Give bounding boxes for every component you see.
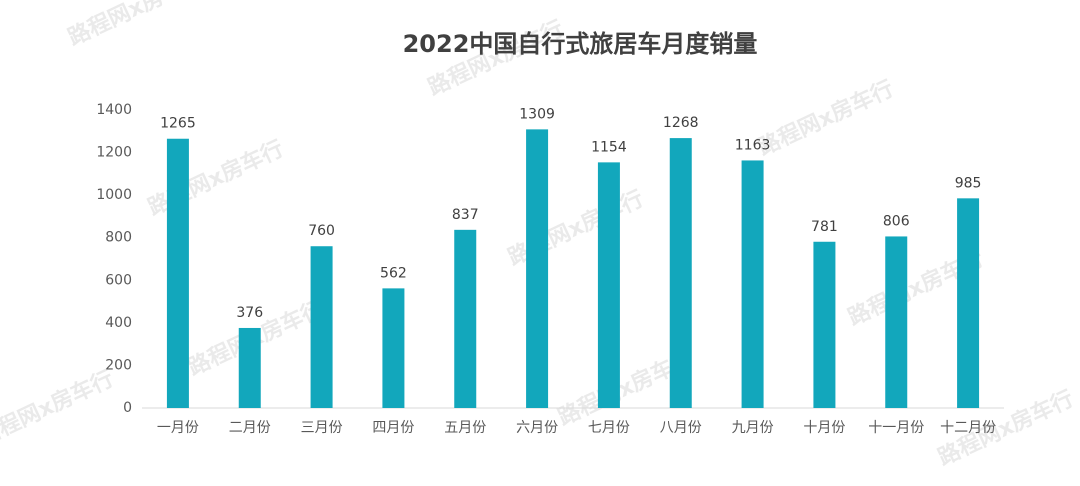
bar bbox=[238, 327, 261, 408]
y-tick-label: 1200 bbox=[96, 145, 132, 161]
data-label: 1309 bbox=[519, 106, 555, 122]
y-tick-label: 0 bbox=[123, 400, 132, 416]
watermark: 路程网x房车行 bbox=[144, 136, 287, 221]
y-tick-label: 800 bbox=[105, 230, 132, 246]
bar bbox=[957, 198, 980, 408]
x-tick-label: 十月份 bbox=[803, 420, 845, 436]
bar bbox=[669, 138, 692, 408]
y-tick-label: 400 bbox=[105, 315, 132, 331]
x-tick-label: 五月份 bbox=[444, 420, 486, 436]
watermark: 路程网x房车行 bbox=[754, 76, 897, 161]
data-label: 985 bbox=[955, 175, 982, 191]
x-tick-label: 十二月份 bbox=[940, 420, 996, 436]
bar bbox=[741, 160, 764, 408]
bar bbox=[597, 162, 620, 408]
y-tick-label: 600 bbox=[105, 272, 132, 288]
x-tick-label: 一月份 bbox=[157, 420, 199, 436]
y-tick-label: 200 bbox=[105, 357, 132, 373]
data-label: 562 bbox=[380, 265, 407, 281]
data-label: 837 bbox=[452, 207, 479, 223]
bar bbox=[885, 236, 908, 408]
data-label: 760 bbox=[308, 223, 335, 239]
bar bbox=[382, 288, 405, 408]
x-tick-label: 六月份 bbox=[516, 420, 558, 436]
data-label: 1154 bbox=[591, 139, 627, 155]
bar bbox=[166, 138, 189, 408]
chart-title: 2022中国自行式旅居车月度销量 bbox=[403, 30, 758, 58]
data-label: 1268 bbox=[663, 115, 699, 131]
x-tick-label: 四月份 bbox=[372, 420, 414, 436]
data-label: 1163 bbox=[735, 137, 771, 153]
bar bbox=[813, 241, 836, 408]
x-tick-label: 八月份 bbox=[660, 420, 702, 436]
x-tick-label: 三月份 bbox=[301, 420, 343, 436]
data-label: 376 bbox=[236, 305, 263, 321]
bar bbox=[454, 229, 477, 408]
y-tick-label: 1400 bbox=[96, 102, 132, 118]
bar bbox=[526, 129, 549, 408]
x-tick-label: 九月份 bbox=[732, 420, 774, 436]
data-label: 1265 bbox=[160, 116, 196, 132]
watermark: 路程网x房车行 bbox=[504, 186, 647, 271]
watermark: 路程网x房车行 bbox=[424, 16, 567, 101]
x-tick-label: 二月份 bbox=[229, 420, 271, 436]
x-tick-label: 十一月份 bbox=[868, 420, 924, 436]
x-tick-label: 七月份 bbox=[588, 420, 630, 436]
data-label: 806 bbox=[883, 213, 910, 229]
watermark: 路程网x房车行 bbox=[0, 366, 118, 451]
data-label: 781 bbox=[811, 219, 838, 235]
bar bbox=[310, 246, 333, 408]
watermark: 路程网x房车行 bbox=[64, 0, 207, 51]
y-tick-label: 1000 bbox=[96, 187, 132, 203]
